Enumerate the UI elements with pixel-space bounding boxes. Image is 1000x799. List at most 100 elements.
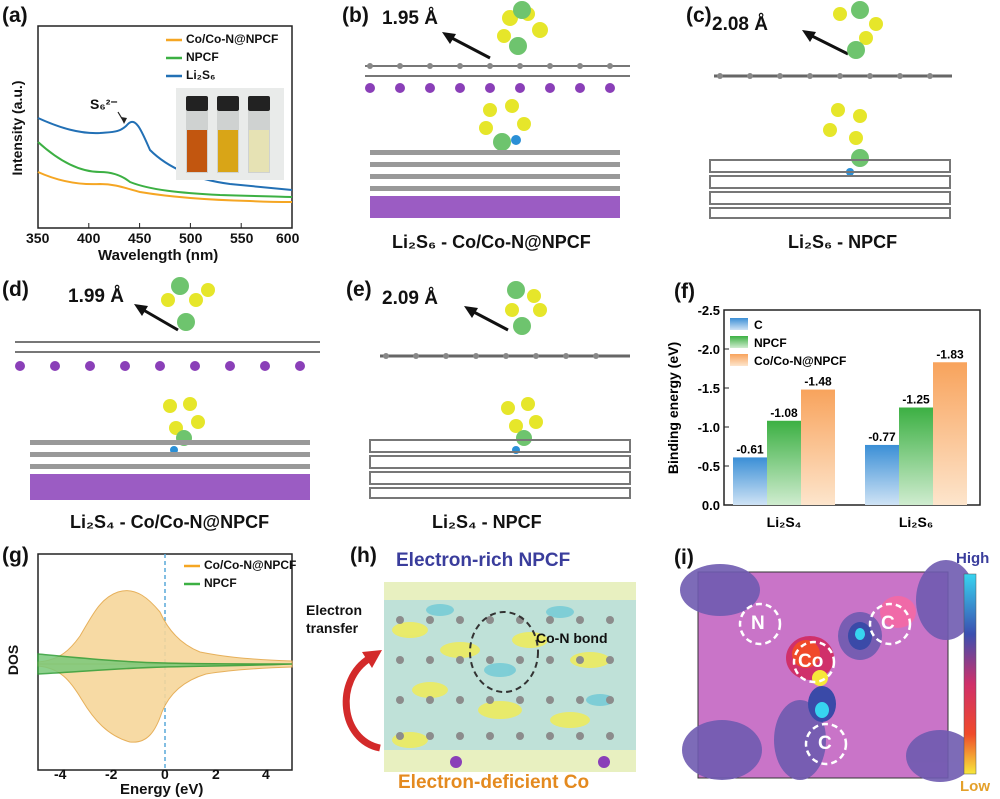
bar-npcf-1	[899, 407, 933, 505]
caption-b: Li₂S₆ - Co/Co-N@NPCF	[392, 232, 591, 252]
panel-a: (a) Co/Co-N@NPCF NPCF L	[0, 0, 300, 265]
colorbar-high: High	[956, 550, 990, 567]
bar-value-label: -0.77	[868, 430, 896, 444]
electron-transfer-label-1: Electron	[306, 602, 363, 618]
y-axis-label-a: Intensity (a.u.)	[9, 80, 25, 176]
atom-label-c2: C	[818, 733, 832, 754]
s6-annotation: S₆²⁻	[90, 96, 118, 112]
electron-deficient-label: Electron-deficient Co	[398, 772, 590, 793]
cocon-npcf-curve	[37, 171, 293, 203]
f-legend-swatch	[730, 336, 748, 348]
bar-value-label: -1.48	[804, 375, 832, 389]
x-tick-a-0: 350	[26, 230, 50, 246]
x-tick-a-4: 550	[230, 230, 254, 246]
structure-e	[369, 281, 631, 499]
caption-d: Li₂S₄ - Co/Co-N@NPCF	[70, 512, 270, 532]
bar-value-label: -0.61	[736, 442, 764, 456]
x-tick-a-5: 600	[276, 230, 300, 246]
elf-map	[680, 560, 977, 782]
panel-label-e: (e)	[346, 278, 372, 301]
bar-value-label: -1.08	[770, 406, 798, 420]
f-ytick-label: -1.0	[698, 420, 720, 435]
binding-energy-chart: -2.5 -2.0 -1.5 -1.0 -0.5 0.0 -0.61 -1.08 -1.48 L…	[665, 303, 981, 530]
panel-e: (e) 2.09 Å Li₂S₄ - NPCF	[340, 270, 660, 540]
f-legend-label: C	[754, 318, 763, 332]
panel-g: (g) Co/Co-N@NPCF NPCF DOS Energy (eV) -4…	[0, 540, 300, 799]
g-x-tick-2: 0	[161, 766, 169, 782]
f-legend-swatch	[730, 318, 748, 330]
x-tick-a-1: 400	[77, 230, 101, 246]
panel-label-c: (c)	[686, 4, 712, 27]
structure-c	[709, 1, 952, 219]
dos-npcf	[37, 653, 293, 675]
panel-label-g: (g)	[2, 544, 29, 567]
colorbar-low: Low	[960, 778, 990, 795]
legend-npcf: NPCF	[186, 50, 219, 64]
panel-label-h: (h)	[350, 544, 377, 567]
li2s6-curve	[37, 117, 293, 191]
caption-e: Li₂S₄ - NPCF	[432, 512, 542, 532]
x-tick-a-2: 450	[128, 230, 152, 246]
f-category-label: Li₂S₄	[767, 514, 802, 530]
atom-label-n: N	[751, 613, 765, 634]
g-y-axis-label: DOS	[5, 644, 22, 676]
f-ytick-label: -0.5	[698, 459, 720, 474]
panel-h: (h) Electron-rich NPCF Electron transfer…	[300, 540, 645, 799]
panel-label-f: (f)	[674, 280, 695, 303]
g-x-tick-4: 4	[262, 766, 270, 782]
atom-label-co: Co	[798, 651, 824, 672]
colorbar	[963, 573, 977, 775]
bar-co-co-n-npcf-1	[933, 362, 967, 505]
g-x-tick-0: -4	[54, 766, 67, 782]
electron-transfer-label-2: transfer	[306, 620, 359, 636]
f-ytick-label: -1.5	[698, 381, 720, 396]
panel-label-i: (i)	[674, 546, 694, 569]
g-x-tick-3: 2	[212, 766, 220, 782]
f-legend-label: NPCF	[754, 336, 787, 350]
plot-frame	[723, 309, 981, 506]
electron-rich-label: Electron-rich NPCF	[396, 550, 571, 571]
g-legend-npcf: NPCF	[204, 576, 237, 590]
atom-label-c1: C	[881, 613, 895, 634]
panel-label-a: (a)	[2, 4, 28, 27]
panel-b: (b) 1.95 Å Li₂S₆ - Co/Co-N@NPCF	[340, 0, 650, 265]
legend-li2s6: Li₂S₆	[186, 68, 216, 82]
f-ytick-label: 0.0	[702, 498, 720, 513]
f-y-axis-label: Binding energy (eV)	[665, 342, 681, 474]
dos-cocon-lower	[37, 663, 293, 743]
vials-photo	[176, 88, 284, 180]
bond-distance-c: 2.08 Å	[712, 14, 768, 35]
uv-vis-chart	[37, 25, 293, 229]
structure-d	[15, 277, 320, 500]
co-n-bond-label: Co-N bond	[536, 630, 608, 646]
panel-label-b: (b)	[342, 4, 369, 27]
bond-distance-d: 1.99 Å	[68, 286, 124, 307]
f-ytick-label: -2.5	[698, 303, 720, 318]
electron-transfer-arrow	[342, 655, 381, 752]
dos-chart	[37, 553, 293, 771]
caption-c: Li₂S₆ - NPCF	[788, 232, 898, 252]
bar-c-1	[865, 444, 899, 505]
x-tick-a-3: 500	[179, 230, 203, 246]
panel-f: (f) -2.5 -2.0 -1.5 -1.0 -0.5 0.0 -0.61 -1.08 -1…	[660, 270, 1000, 540]
f-legend-swatch	[730, 354, 748, 366]
panel-i: (i) N C Co C High Low	[650, 540, 1000, 799]
g-x-axis-label: Energy (eV)	[120, 781, 204, 798]
bar-value-label: -1.25	[902, 393, 930, 407]
charge-density-image	[342, 582, 636, 772]
bar-value-label: -1.83	[936, 347, 964, 361]
g-legend-cocon: Co/Co-N@NPCF	[204, 558, 297, 572]
dos-cocon-upper	[37, 590, 293, 665]
f-category-label: Li₂S₆	[899, 514, 933, 530]
g-x-tick-1: -2	[105, 766, 118, 782]
npcf-curve	[37, 141, 293, 198]
panel-d: (d) 1.99 Å Li₂S₄ - Co/Co-N@NPCF	[0, 270, 335, 540]
panel-label-d: (d)	[2, 278, 29, 301]
legend-cocon-npcf: Co/Co-N@NPCF	[186, 32, 279, 46]
structure-b	[365, 1, 630, 218]
bond-distance-e: 2.09 Å	[382, 288, 438, 309]
bar-c-0	[733, 457, 767, 505]
bar-co-co-n-npcf-0	[801, 389, 835, 505]
bond-distance-b: 1.95 Å	[382, 8, 438, 29]
f-ytick-label: -2.0	[698, 342, 720, 357]
